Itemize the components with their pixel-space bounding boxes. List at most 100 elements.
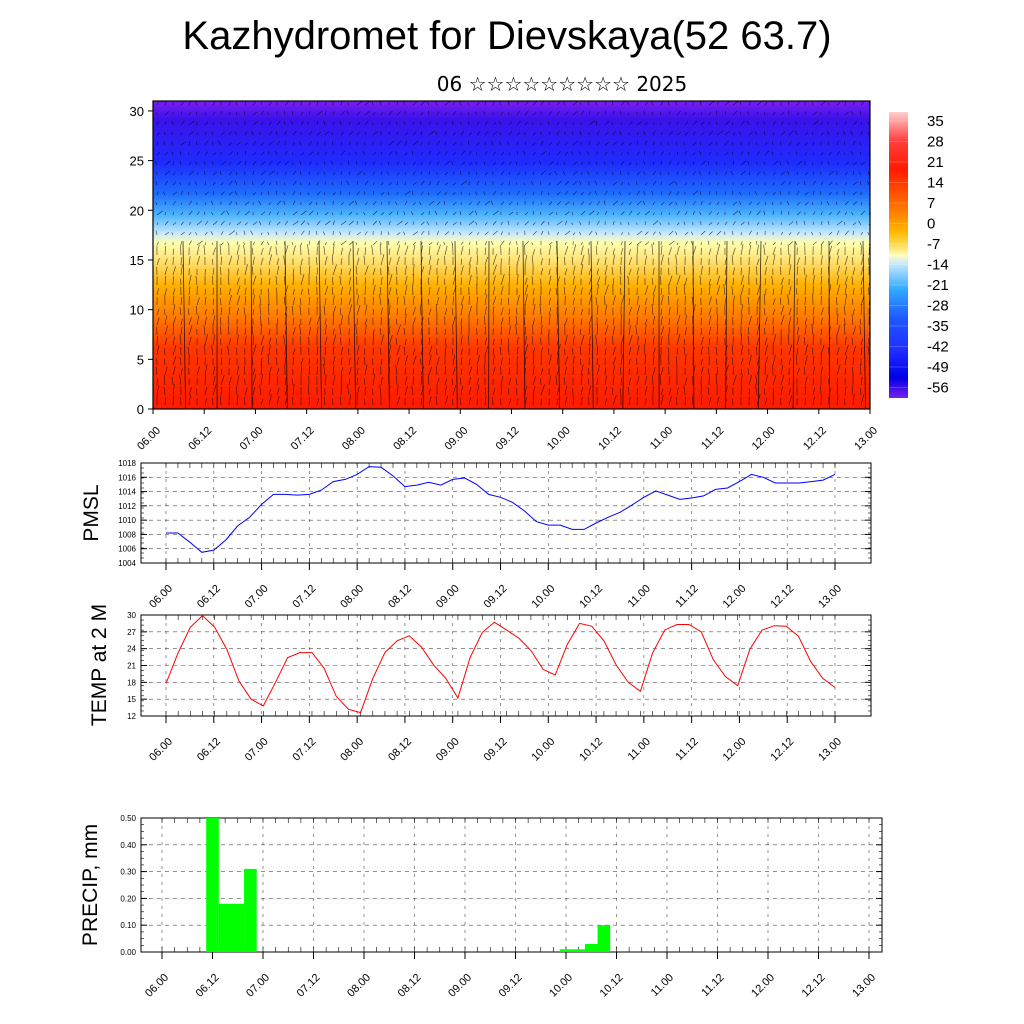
wind-barb [196,131,199,136]
wind-barb [700,182,702,186]
wind-barb [388,274,393,286]
wind-barb [684,354,687,366]
wind-barb [228,306,231,316]
wind-barb [275,190,278,196]
wind-barb [244,315,247,326]
wind-barb [196,297,200,306]
wind-barb [571,222,574,226]
wind-barb [667,172,670,176]
wind-barb [436,377,440,386]
wind-barb [188,308,190,316]
wind-barb [268,268,270,276]
wind-barb [251,325,254,336]
wind-barb [644,324,647,336]
wind-barb [564,230,571,236]
wind-barb [740,344,744,356]
wind-barb [308,297,311,306]
wind-barb [372,101,374,106]
wind-barb [580,287,583,296]
wind-barb [532,191,535,196]
wind-barb [220,348,223,356]
x-tick-label: 12.00 [721,583,749,611]
wind-barb [388,221,391,226]
wind-barb [428,255,432,266]
wind-barb [820,275,823,286]
wind-barb [299,305,302,316]
x-tick-label: 11.12 [673,736,700,763]
wind-barb [348,378,351,386]
wind-barb [667,141,670,146]
wind-barb [468,305,472,316]
wind-barb [740,151,743,156]
wind-barb [347,102,350,106]
wind-barb [852,170,855,176]
wind-barb [852,345,856,356]
x-tick-label: 09.00 [446,972,474,1000]
wind-barb [860,122,862,126]
wind-barb [500,240,505,246]
precip-bar [584,943,598,952]
wind-barb [668,375,671,386]
wind-barb [275,151,278,156]
wind-barb [324,324,327,336]
wind-barb [571,256,574,266]
wind-barb [516,398,519,406]
x-tick-label: 08.00 [340,425,368,453]
wind-barb [644,366,646,376]
wind-barb [299,324,302,336]
wind-barb [660,151,664,156]
wind-barb [516,294,520,306]
wind-barb [644,386,648,396]
wind-barb [236,232,238,236]
wind-barb [852,230,854,236]
wind-barb [556,122,560,126]
wind-barb [836,347,840,356]
wind-barb [476,232,480,236]
wind-barb [283,296,286,306]
wind-barb [340,268,343,276]
wind-barb [220,374,225,386]
wind-barb [556,180,562,186]
wind-barb [676,131,682,136]
wind-barb [260,357,263,366]
wind-barb [204,296,207,306]
wind-barb [404,313,407,326]
wind-barb [348,394,352,406]
wind-barb [252,344,257,356]
wind-barb [748,132,753,136]
wind-barb [260,110,264,116]
wind-barb [196,240,203,246]
wind-barb [636,336,640,346]
wind-barb [428,396,432,406]
wind-barb [356,131,361,136]
wind-barb [268,170,275,176]
wind-barb [412,171,416,176]
wind-barb [308,326,312,336]
wind-barb [715,254,718,266]
wind-barb [267,304,270,316]
wind-barb [644,182,648,186]
wind-barb [340,346,344,356]
wind-barb [484,326,487,336]
wind-barb [692,120,698,126]
wind-barb [316,191,321,196]
wind-barb [540,324,543,336]
wind-barb [716,201,720,206]
wind-barb [852,247,855,256]
wind-barb [772,242,776,246]
wind-barb [556,398,559,406]
wind-barb [188,140,191,146]
wind-barb [492,315,495,326]
wind-barb [292,191,296,196]
wind-barb [820,395,823,406]
wind-barb [339,396,342,406]
wind-barb [724,171,728,176]
wind-barb [660,366,664,376]
wind-barb [411,385,414,396]
x-tick-label: 07.12 [295,972,323,1000]
wind-barb [860,338,863,346]
wind-barb [228,200,233,206]
wind-barb [396,111,401,116]
wind-barb [636,376,640,386]
